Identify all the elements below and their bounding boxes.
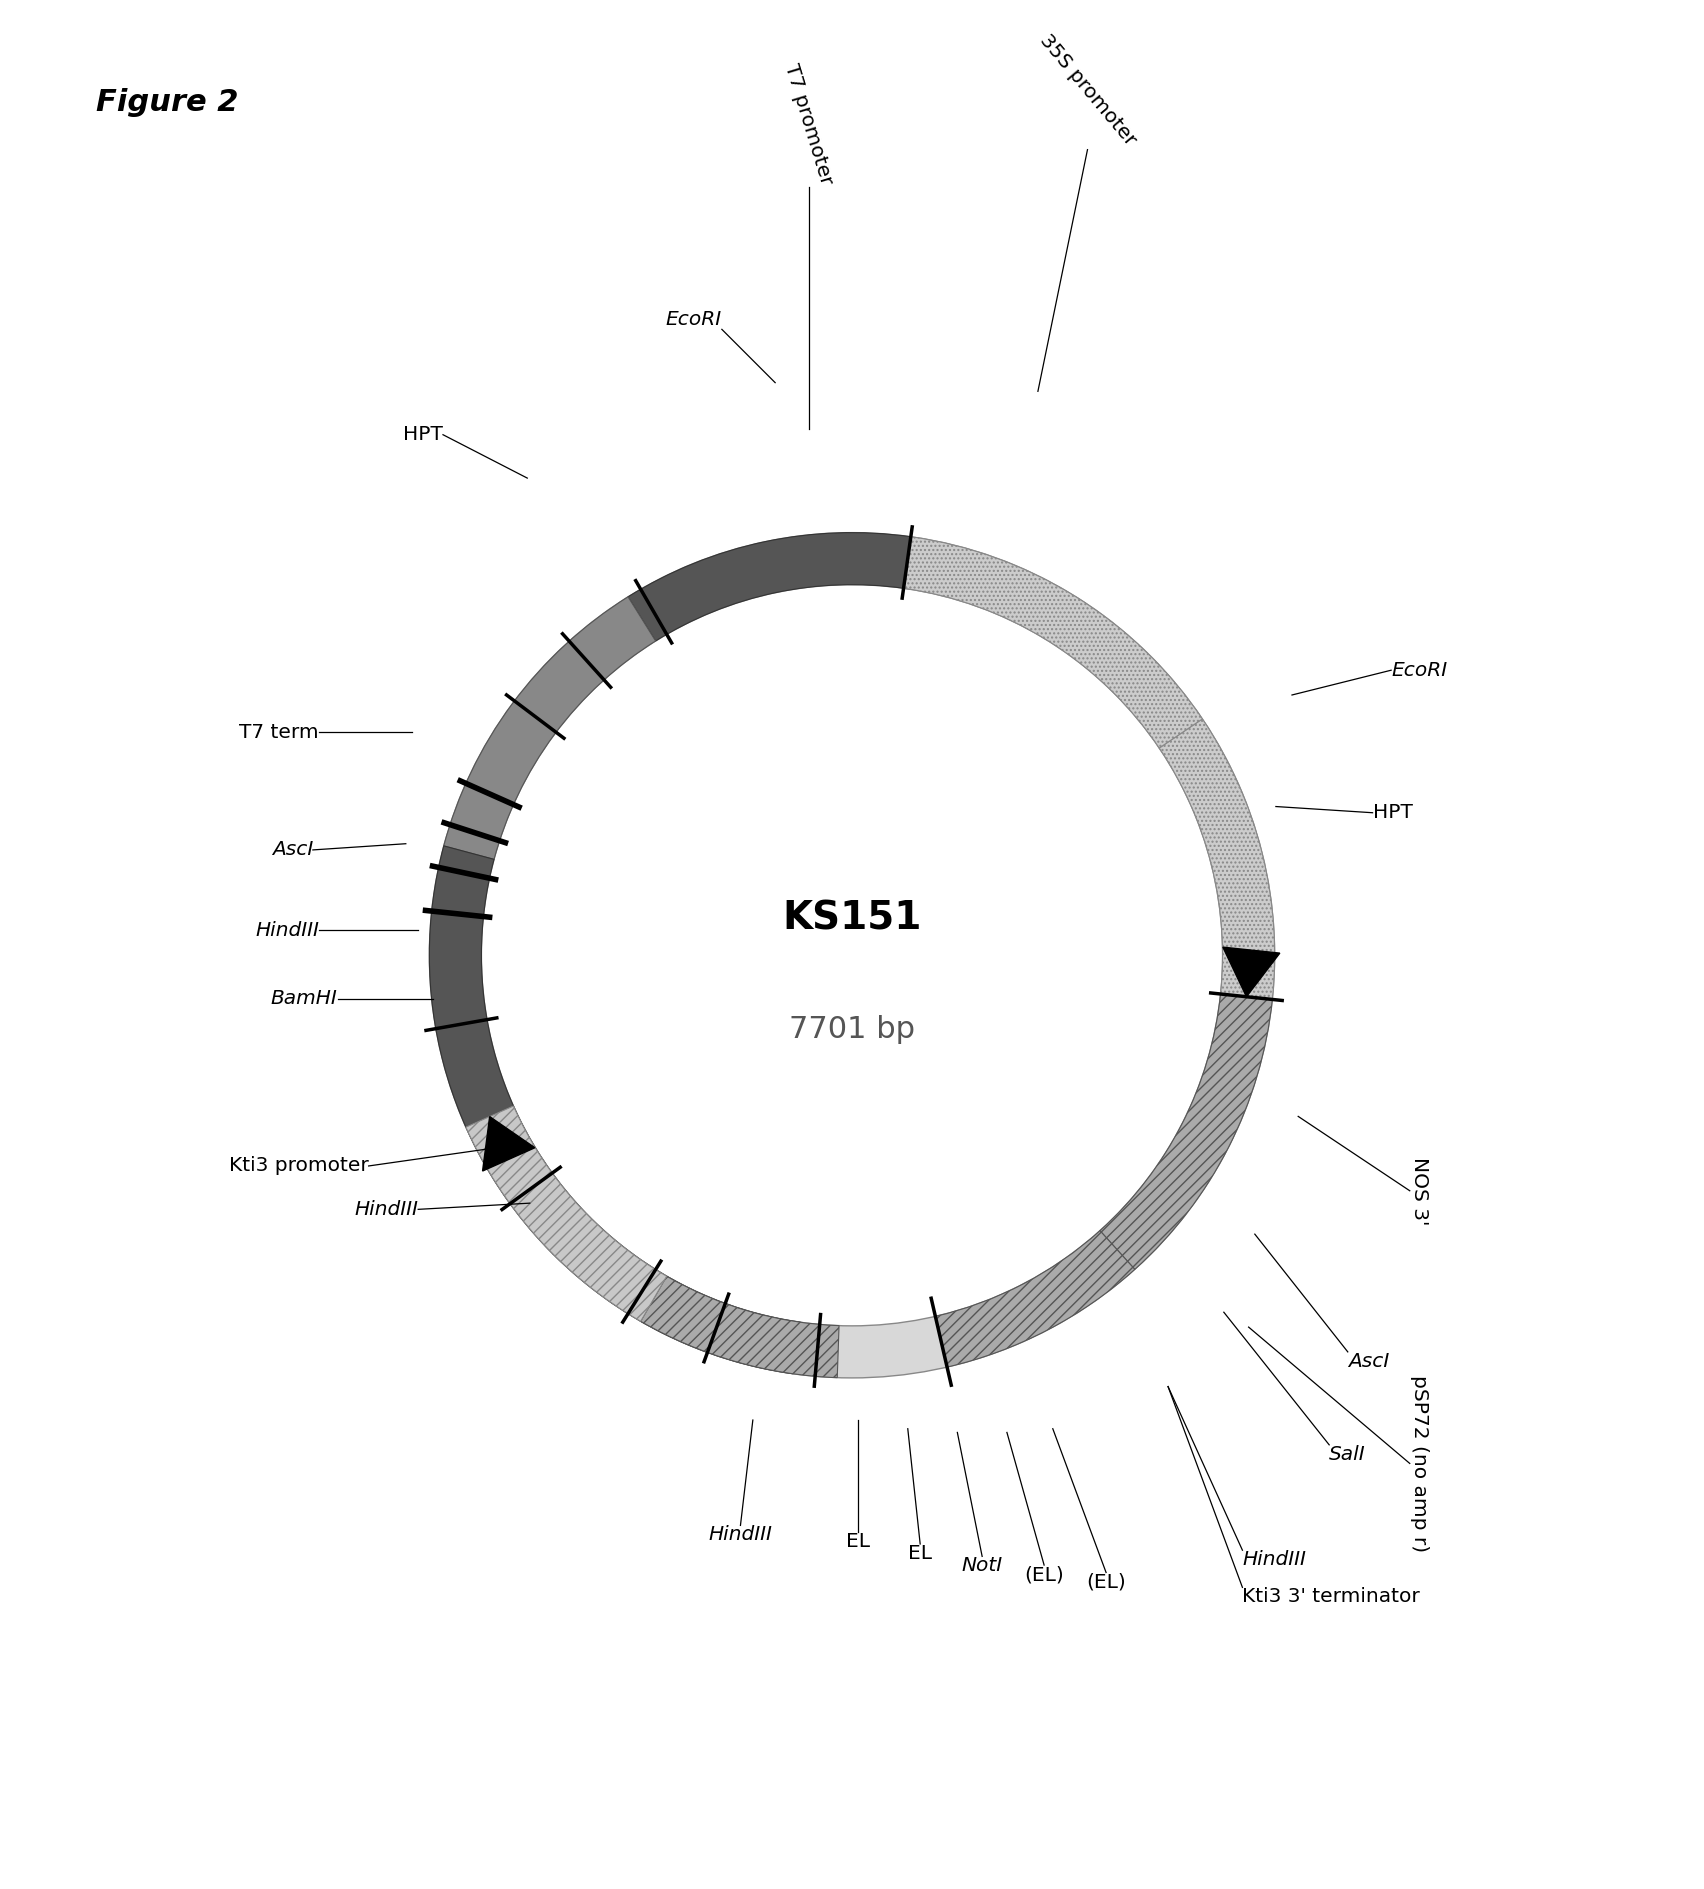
Text: BamHI: BamHI bbox=[271, 990, 337, 1009]
Text: Figure 2: Figure 2 bbox=[95, 87, 239, 117]
Text: EcoRI: EcoRI bbox=[666, 310, 722, 329]
Text: HPT: HPT bbox=[404, 425, 443, 444]
Text: KS151: KS151 bbox=[782, 899, 922, 937]
Wedge shape bbox=[903, 536, 1203, 748]
Text: EL: EL bbox=[847, 1532, 871, 1551]
Text: SalI: SalI bbox=[1329, 1445, 1367, 1464]
Wedge shape bbox=[443, 597, 656, 859]
Text: EcoRI: EcoRI bbox=[1390, 661, 1447, 680]
Wedge shape bbox=[429, 846, 590, 1254]
Text: T7 term: T7 term bbox=[240, 723, 319, 742]
Text: HindIII: HindIII bbox=[354, 1200, 417, 1218]
Text: HPT: HPT bbox=[1372, 803, 1413, 822]
Text: (EL): (EL) bbox=[1085, 1572, 1126, 1592]
Wedge shape bbox=[1101, 994, 1273, 1269]
Wedge shape bbox=[641, 1277, 838, 1377]
Text: (EL): (EL) bbox=[1024, 1566, 1063, 1585]
Text: NotI: NotI bbox=[961, 1557, 1002, 1575]
Wedge shape bbox=[465, 1105, 666, 1320]
Text: EL: EL bbox=[908, 1543, 932, 1562]
Wedge shape bbox=[935, 1230, 1135, 1368]
Wedge shape bbox=[429, 533, 1275, 1377]
Text: Kti3 3' terminator: Kti3 3' terminator bbox=[1242, 1587, 1419, 1606]
Text: 7701 bp: 7701 bp bbox=[789, 1014, 915, 1045]
Text: HindIII: HindIII bbox=[709, 1526, 772, 1545]
Wedge shape bbox=[629, 533, 912, 640]
Wedge shape bbox=[1159, 720, 1275, 999]
Text: AscI: AscI bbox=[1348, 1353, 1389, 1371]
Text: HindIII: HindIII bbox=[256, 922, 319, 941]
Text: NOS 3': NOS 3' bbox=[1409, 1156, 1428, 1224]
Text: Kti3 promoter: Kti3 promoter bbox=[228, 1156, 368, 1175]
Text: HindIII: HindIII bbox=[1242, 1551, 1307, 1570]
Text: pSP72 (no amp r): pSP72 (no amp r) bbox=[1409, 1375, 1428, 1553]
Polygon shape bbox=[482, 1116, 535, 1171]
Text: 35S promoter: 35S promoter bbox=[1036, 30, 1140, 149]
Text: AscI: AscI bbox=[271, 841, 314, 859]
Text: T7 promoter: T7 promoter bbox=[780, 60, 837, 187]
Wedge shape bbox=[554, 1217, 801, 1373]
Polygon shape bbox=[1223, 946, 1280, 997]
